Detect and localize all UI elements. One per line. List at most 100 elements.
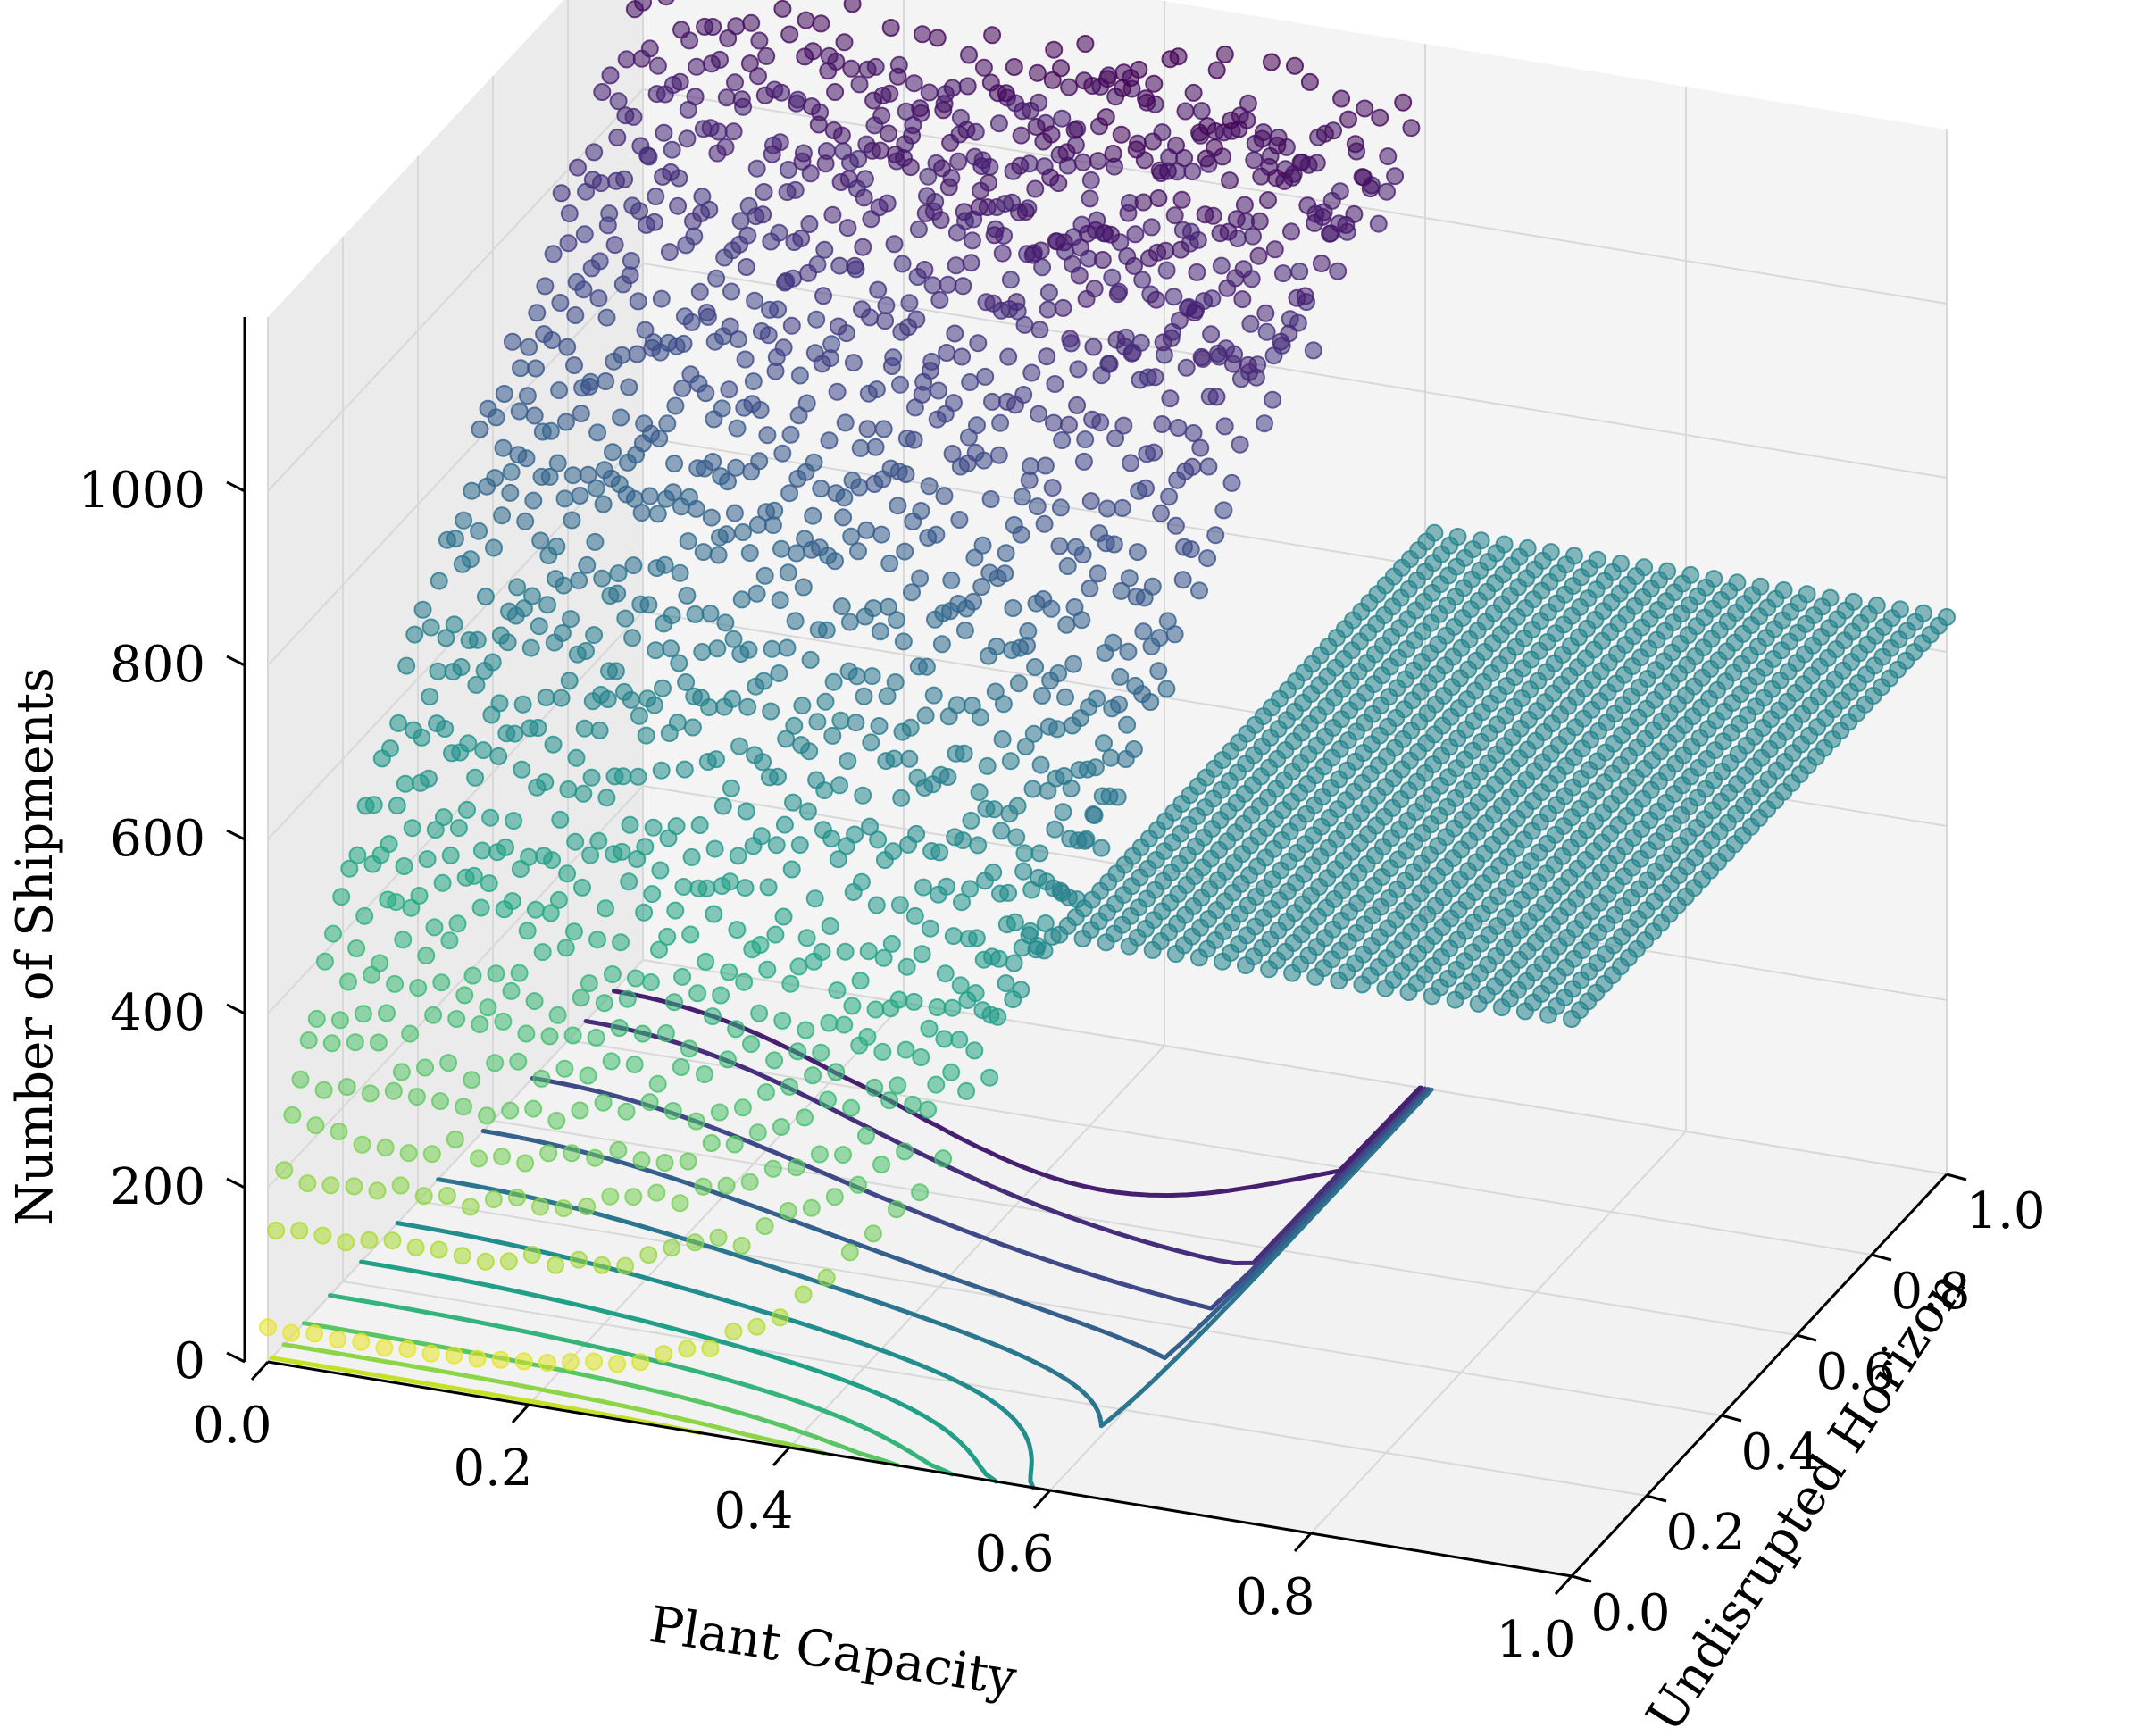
- data-point: [1249, 246, 1268, 265]
- data-point: [1206, 526, 1225, 545]
- y-tick: [1721, 1414, 1742, 1423]
- data-point: [463, 966, 482, 985]
- data-point: [947, 744, 965, 763]
- data-point: [608, 1355, 627, 1373]
- data-point: [897, 957, 916, 976]
- data-point: [697, 384, 715, 403]
- data-point: [1147, 290, 1165, 309]
- data-point: [742, 1035, 760, 1054]
- data-point: [593, 83, 612, 101]
- data-point: [991, 413, 1010, 432]
- data-point: [780, 25, 799, 44]
- data-point: [736, 350, 755, 369]
- data-point: [598, 690, 617, 708]
- data-point: [881, 999, 900, 1018]
- data-point: [533, 422, 552, 441]
- data-point: [467, 675, 486, 694]
- data-point: [1211, 224, 1230, 243]
- data-point: [761, 300, 779, 319]
- data-point: [1356, 99, 1374, 118]
- y-tick-label: 0.8: [1890, 1263, 1970, 1321]
- data-point: [742, 13, 761, 32]
- data-point: [1222, 473, 1241, 492]
- data-point: [665, 455, 684, 473]
- data-point: [1112, 125, 1131, 144]
- data-point: [1053, 431, 1072, 449]
- data-point: [722, 282, 740, 301]
- data-point: [643, 885, 662, 904]
- data-point: [1199, 457, 1218, 476]
- data-point: [928, 410, 947, 429]
- data-point: [794, 1285, 813, 1304]
- data-point: [1077, 289, 1096, 308]
- data-point: [585, 626, 604, 645]
- data-point: [1065, 121, 1084, 139]
- data-point: [744, 372, 763, 391]
- data-point: [1170, 311, 1189, 330]
- data-point: [1054, 298, 1072, 317]
- data-point: [1016, 738, 1035, 755]
- data-point: [407, 1088, 426, 1106]
- data-point: [1283, 964, 1302, 982]
- data-point: [796, 1108, 814, 1127]
- data-point: [595, 994, 613, 1013]
- data-point: [1492, 998, 1511, 1017]
- data-point: [696, 459, 713, 478]
- data-point: [974, 950, 993, 969]
- data-point: [1191, 438, 1210, 457]
- data-point: [809, 621, 828, 639]
- y-tick-label: 0.4: [1740, 1423, 1820, 1481]
- data-point: [479, 998, 497, 1017]
- x-tick: [511, 1403, 530, 1424]
- data-point: [712, 986, 730, 1005]
- data-point: [719, 29, 738, 47]
- data-point: [1133, 271, 1152, 289]
- data-point: [1167, 136, 1185, 154]
- data-point: [686, 88, 705, 106]
- data-point: [480, 874, 498, 893]
- data-point: [525, 992, 544, 1011]
- data-point: [562, 610, 580, 629]
- data-point: [848, 1175, 867, 1194]
- data-point: [824, 672, 843, 691]
- data-point: [688, 57, 705, 76]
- data-point: [535, 847, 553, 865]
- x-tick: [1293, 1532, 1313, 1553]
- data-point: [1539, 1006, 1557, 1024]
- data-point: [1172, 240, 1190, 259]
- data-point: [1306, 967, 1325, 986]
- data-point: [904, 1095, 922, 1114]
- data-point: [426, 821, 445, 839]
- data-point: [601, 66, 620, 85]
- data-point: [1095, 734, 1113, 753]
- data-point: [395, 857, 413, 875]
- data-point: [1023, 246, 1042, 264]
- data-point: [1165, 625, 1184, 644]
- data-point: [696, 17, 714, 36]
- y-tick: [1646, 1494, 1667, 1503]
- data-point: [882, 357, 901, 375]
- data-point: [788, 469, 807, 488]
- data-point: [608, 129, 627, 146]
- data-point: [728, 921, 747, 939]
- data-point: [345, 1177, 363, 1196]
- data-point: [605, 352, 623, 371]
- data-point: [590, 721, 609, 739]
- data-point: [429, 662, 447, 680]
- data-point: [1379, 147, 1398, 166]
- data-point: [1104, 145, 1122, 163]
- data-point: [1026, 179, 1045, 198]
- data-point: [778, 183, 797, 202]
- data-point: [1256, 414, 1273, 433]
- data-point: [563, 511, 581, 530]
- data-point: [886, 146, 905, 163]
- data-point: [563, 1144, 581, 1163]
- data-point: [1076, 35, 1095, 53]
- data-point: [740, 54, 759, 73]
- data-point: [647, 85, 666, 104]
- data-point: [533, 943, 552, 962]
- data-point: [1038, 347, 1056, 366]
- data-point: [835, 1015, 854, 1034]
- data-point: [744, 837, 763, 855]
- data-point: [1165, 206, 1184, 225]
